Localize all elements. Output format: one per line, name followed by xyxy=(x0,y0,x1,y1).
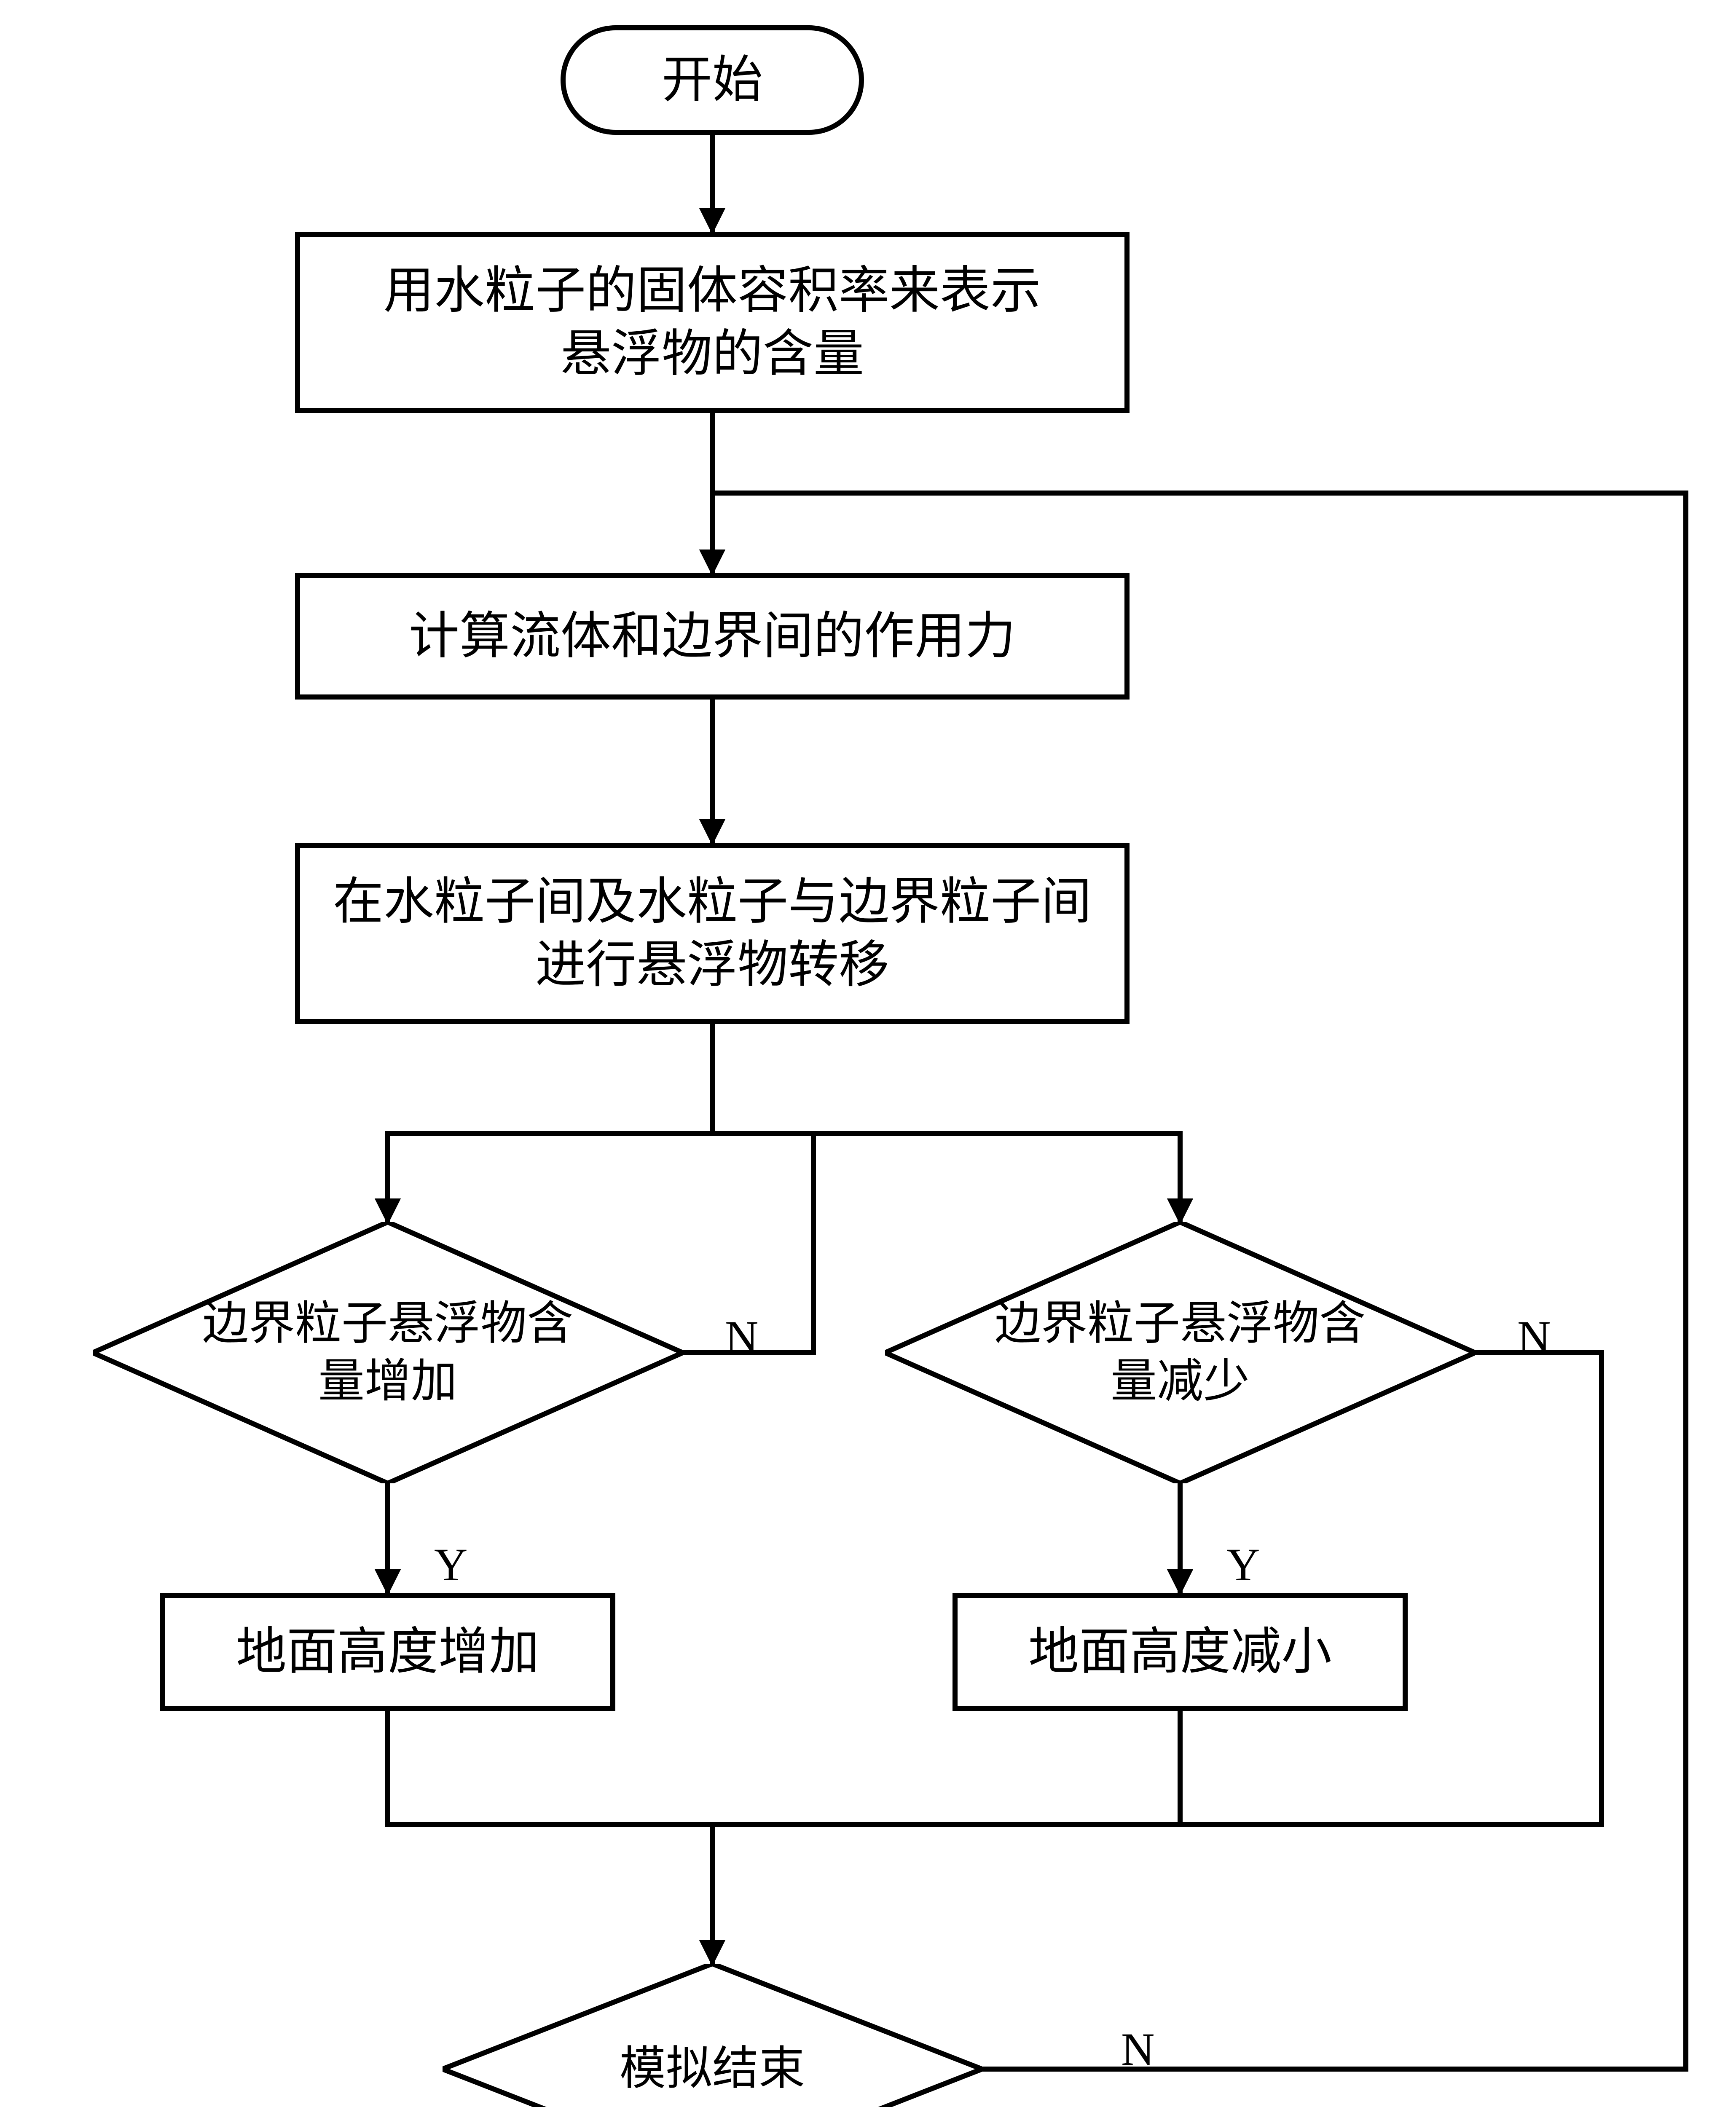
process-lower-ground: 地面高度减小 xyxy=(953,1593,1408,1711)
edge-label-Y: Y xyxy=(434,1538,467,1592)
process-boundary-force: 计算流体和边界间的作用力 xyxy=(295,573,1130,700)
edge-p4-merge xyxy=(388,1711,712,1825)
edge-p5-merge xyxy=(712,1711,1180,1825)
edge-label-N: N xyxy=(1121,2023,1154,2076)
decision-increase: 边界粒子悬浮物含量增加 xyxy=(93,1222,683,1483)
start-label: 开始 xyxy=(662,48,763,112)
process-solid-fraction: 用水粒子的固体容积率来表示悬浮物的含量 xyxy=(295,232,1130,413)
decision-sim-end: 模拟结束 xyxy=(443,1964,982,2107)
process-transfer: 在水粒子间及水粒子与边界粒子间进行悬浮物转移 xyxy=(295,843,1130,1024)
p2-label: 计算流体和边界间的作用力 xyxy=(409,605,1016,668)
edge-split-d2 xyxy=(712,1134,1180,1222)
d1-label: 边界粒子悬浮物含量增加 xyxy=(202,1295,573,1411)
p5-label: 地面高度减小 xyxy=(1028,1620,1332,1683)
process-raise-ground: 地面高度增加 xyxy=(160,1593,615,1711)
edge-label-N: N xyxy=(1517,1311,1551,1364)
d3-label: 模拟结束 xyxy=(620,2040,805,2098)
p4-label: 地面高度增加 xyxy=(236,1620,539,1683)
start-terminator: 开始 xyxy=(561,25,864,135)
d2-label: 边界粒子悬浮物含量减少 xyxy=(995,1295,1366,1411)
edge-label-Y: Y xyxy=(1226,1538,1260,1592)
p3-label: 在水粒子间及水粒子与边界粒子间进行悬浮物转移 xyxy=(333,870,1092,997)
p1-label: 用水粒子的固体容积率来表示悬浮物的含量 xyxy=(384,259,1041,386)
edge-split-d1 xyxy=(388,1134,712,1222)
decision-decrease: 边界粒子悬浮物含量减少 xyxy=(885,1222,1475,1483)
edge-label-N: N xyxy=(725,1311,758,1364)
